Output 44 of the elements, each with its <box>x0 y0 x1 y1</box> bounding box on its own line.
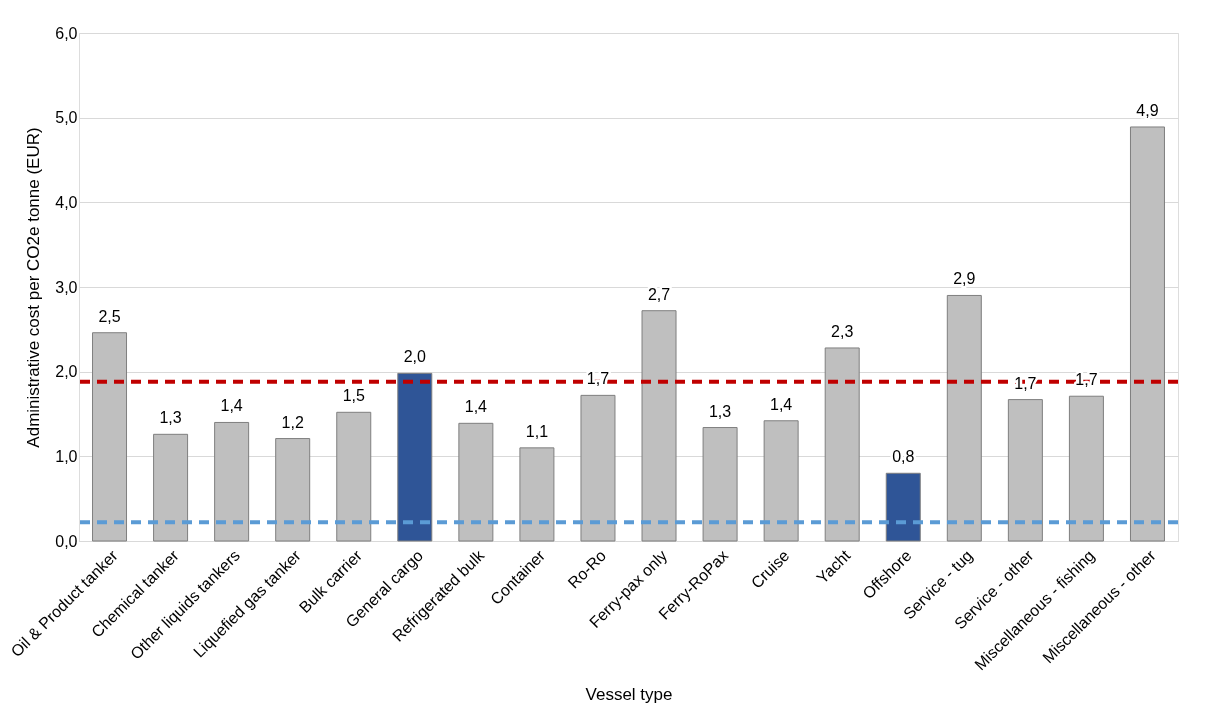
bar <box>763 420 799 542</box>
data-label: 2,3 <box>831 322 854 340</box>
bar <box>214 421 250 542</box>
bar <box>275 438 311 542</box>
bar <box>519 447 555 542</box>
x-axis-title: Vessel type <box>585 685 673 705</box>
data-label: 1,5 <box>342 387 365 405</box>
data-label: 2,7 <box>647 285 671 303</box>
y-tick-label: 2,0 <box>55 363 78 381</box>
data-label: 2,9 <box>953 270 976 288</box>
bar <box>702 427 738 542</box>
data-label: 1,2 <box>281 413 304 431</box>
y-tick-label: 3,0 <box>55 278 78 296</box>
data-label: 0,8 <box>892 448 915 466</box>
data-label: 1,3 <box>159 409 182 427</box>
bar <box>1068 395 1104 542</box>
data-label: 1,4 <box>464 398 488 416</box>
data-label: 1,7 <box>1075 371 1098 389</box>
data-label: 1,3 <box>708 402 732 420</box>
y-tick-label: 1,0 <box>55 447 78 465</box>
bar <box>336 411 372 542</box>
y-tick-label: 6,0 <box>55 24 78 42</box>
bar <box>946 294 982 542</box>
data-label: 1,4 <box>770 395 793 413</box>
y-axis-title: Administrative cost per CO2e tonne (EUR) <box>24 127 44 448</box>
data-label: 1,1 <box>525 422 549 440</box>
data-label: 2,0 <box>403 348 427 366</box>
y-tick-label: 5,0 <box>55 109 78 127</box>
bar <box>458 422 494 542</box>
data-label: 4,9 <box>1136 101 1159 119</box>
bar <box>1129 126 1165 542</box>
bar <box>824 347 860 542</box>
data-label: 1,7 <box>586 370 610 388</box>
y-tick-label: 0,0 <box>55 532 78 550</box>
data-label: 2,5 <box>98 307 121 325</box>
bar <box>885 472 921 542</box>
y-tick-label: 4,0 <box>55 193 78 211</box>
bar <box>153 433 189 542</box>
data-label: 1,4 <box>220 397 243 415</box>
bar <box>641 310 677 542</box>
bar <box>397 372 433 542</box>
bar <box>1007 399 1043 542</box>
bar <box>92 332 128 542</box>
bar <box>580 394 616 542</box>
